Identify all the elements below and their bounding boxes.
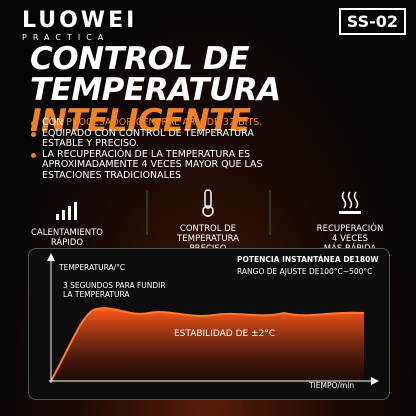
heat-note-line: 3 SEGUNDOS PARA FUNDIR bbox=[63, 281, 166, 290]
graph bbox=[47, 253, 379, 385]
dividers bbox=[146, 190, 271, 235]
feature: CALENTAMIENTO RÁPIDO bbox=[12, 200, 122, 248]
icon bbox=[56, 202, 77, 220]
power: POTENCIA INSTANTÁNEA DE180W bbox=[237, 255, 379, 264]
bullet: CON PROCESADOR CENTRAL ARM DE 32 BITS. bbox=[30, 117, 410, 129]
feature-label: TEMPERATURA bbox=[177, 234, 239, 244]
bullet-text: LA RECUPERACIÓN DE LA TEMPERATURA ES bbox=[42, 148, 251, 160]
model-badge: SS-02 bbox=[338, 8, 406, 35]
bullet-text: ESTABLE Y PRECISO. bbox=[42, 138, 140, 149]
brand: LUOWEI bbox=[22, 8, 138, 33]
range: RANGO DE AJUSTE DE100°C~500°C bbox=[237, 267, 373, 276]
title-line: TEMPERATURA bbox=[30, 72, 281, 108]
feature-label: 4 VECES bbox=[332, 234, 368, 244]
feature-label: RÁPIDO bbox=[50, 238, 84, 248]
icon bbox=[202, 189, 214, 217]
feature-label: RECUPERACIÓN bbox=[316, 224, 384, 234]
heat-note: 3 SEGUNDOS PARA FUNDIR LA TEMPERATURA bbox=[63, 281, 166, 299]
feature-label: CALENTAMIENTO bbox=[30, 228, 103, 238]
bullet: EQUIPADO CON CONTROL DE TEMPERATURA ESTAB… bbox=[30, 127, 410, 150]
feature-label: CONTROL DE bbox=[179, 224, 237, 234]
y-label: TEMPERATURA/°C bbox=[59, 263, 126, 272]
bullet-text: APROXIMADAMENTE 4 VECES MAYOR QUE LAS bbox=[42, 159, 263, 170]
title-highlight: INTELIGENTE bbox=[30, 103, 251, 139]
stability: ESTABILIDAD DE ±2°C bbox=[174, 329, 276, 339]
heat-note-line: LA TEMPERATURA bbox=[63, 290, 130, 299]
brand-sub: PRACTICA bbox=[22, 33, 110, 42]
bullet-text: EQUIPADO CON CONTROL DE TEMPERATURA bbox=[42, 127, 254, 139]
bullets: CON PROCESADOR CENTRAL ARM DE 32 BITS. E… bbox=[30, 117, 410, 182]
graph-panel: TEMPERATURA/°C POTENCIA INSTANTÁNEA DE18… bbox=[28, 248, 390, 400]
bullet-text: ESTACIONES TRADICIONALES bbox=[42, 169, 181, 181]
bullet: LA RECUPERACIÓN DE LA TEMPERATURA ES APRO… bbox=[30, 148, 410, 182]
title: CONTROL DE TEMPERATURA INTELIGENTE bbox=[30, 44, 281, 137]
icon bbox=[339, 191, 361, 214]
title-line: CONTROL DE bbox=[30, 41, 249, 77]
bullet-text: CON bbox=[42, 117, 67, 128]
bullet-highlight: PROCESADOR CENTRAL ARM DE 32 BITS. bbox=[66, 117, 263, 128]
x-label: TIEMPO/min bbox=[309, 381, 355, 390]
